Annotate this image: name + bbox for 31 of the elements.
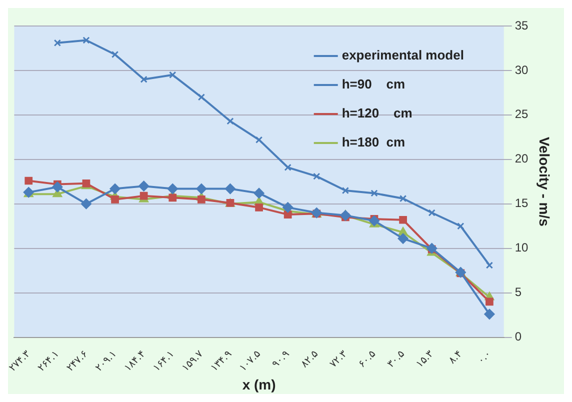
- x-tick-label: ۶۰.۵: [356, 348, 378, 370]
- x-axis-title: x (m): [242, 376, 276, 392]
- x-tick-label: ۱۸۴.۴: [122, 348, 148, 374]
- legend-label: h=180 cm: [342, 134, 406, 150]
- legend-label: h=90 cm: [342, 76, 406, 92]
- x-tick-label: ۷۲.۳: [328, 348, 350, 370]
- x-tick-label: ۲۶۴.۱: [36, 348, 62, 374]
- x-tick-label: ۳۰.۵: [386, 348, 407, 370]
- x-tick-label: ۰.۰: [476, 348, 494, 366]
- y-tick-label: 30: [514, 62, 529, 77]
- y-axis-title: Velocity - m/s: [536, 136, 553, 227]
- x-tick-label: ۱۰۷.۵: [238, 348, 263, 374]
- legend-label: experimental model: [342, 48, 464, 63]
- y-tick-label: 35: [514, 18, 529, 32]
- x-tick-label: ۸۲.۵: [299, 348, 321, 370]
- legend-label: h=120 cm: [342, 106, 412, 121]
- y-tick-label: 10: [514, 240, 529, 255]
- x-tick-label: ۱۵.۳: [414, 348, 436, 370]
- y-tick-label: 25: [514, 107, 529, 122]
- y-tick-label: 15: [514, 196, 529, 210]
- y-tick-label: 5: [514, 285, 522, 300]
- x-tick-label: ۲۰۹.۱: [94, 348, 119, 374]
- x-tick-label: ۸.۴: [446, 348, 465, 366]
- y-tick-label: 20: [514, 152, 529, 166]
- x-tick-label: ۲۷۴.۳: [7, 348, 34, 374]
- x-tick-label: ۲۴۷.۶: [64, 348, 90, 374]
- y-tick-label: 0: [514, 330, 522, 344]
- x-tick-label: ۹۰.۹: [270, 348, 292, 370]
- x-tick-label: ۱۳۴.۹: [208, 348, 234, 374]
- x-tick-label: ۱۵۹.۷: [180, 348, 206, 374]
- x-tick-label: ۱۶۴.۱: [151, 348, 177, 374]
